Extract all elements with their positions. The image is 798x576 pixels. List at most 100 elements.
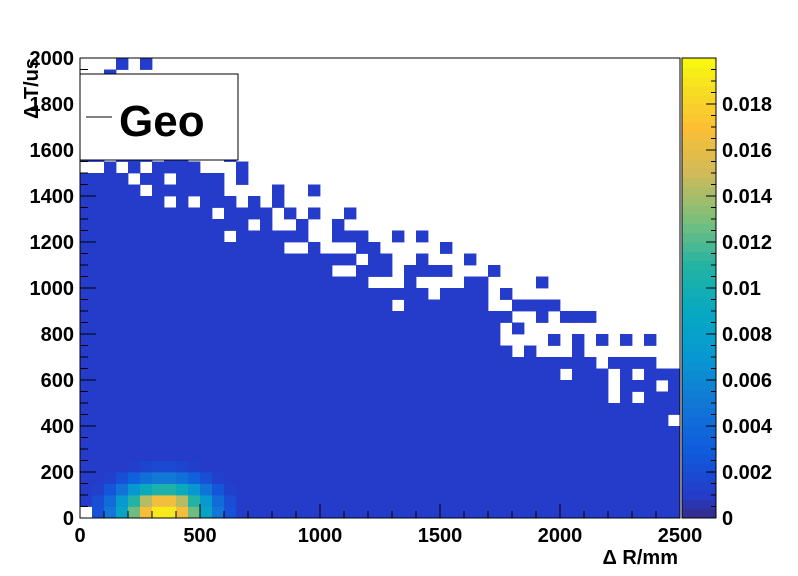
heatmap-cell [296,437,309,450]
heatmap-cell [248,414,261,427]
heatmap-cell [128,265,141,277]
heatmap-cell [116,276,129,289]
heatmap-cell [164,437,177,450]
heatmap-cell [320,288,333,300]
heatmap-cell [152,391,165,404]
heatmap-cell [188,242,201,254]
heatmap-cell [656,437,669,450]
heatmap-cell [584,483,597,496]
heatmap-cell [500,345,513,358]
palette-cell [682,352,716,363]
heatmap-cell [104,334,117,346]
heatmap-cell [212,322,225,335]
heatmap-cell [452,460,465,473]
heatmap-cell [392,426,405,438]
heatmap-cell [464,345,477,358]
heatmap-cell [92,230,105,243]
heatmap-cell [176,299,189,312]
heatmap-cell [152,414,165,427]
heatmap-cell [632,449,645,461]
heatmap-cell [80,483,93,496]
heatmap-cell [200,219,213,231]
heatmap-cell [236,276,249,289]
heatmap-cell [248,345,261,358]
heatmap-cell [356,265,369,277]
heatmap-cell [500,414,513,427]
heatmap-cell [416,334,429,346]
heatmap-cell [212,495,225,507]
heatmap-cell [224,334,237,346]
heatmap-cell [92,173,105,185]
heatmap-cell [440,437,453,450]
heatmap-cell [80,414,93,427]
heatmap-cell [236,403,249,415]
heatmap-cell [116,265,129,277]
heatmap-cell [164,334,177,346]
heatmap-cell [344,414,357,427]
heatmap-cell [164,495,177,507]
heatmap-cell [80,242,93,254]
heatmap-cell [536,472,549,484]
heatmap-cell [140,173,153,185]
heatmap-cell [224,506,237,519]
heatmap-cell [176,449,189,461]
heatmap-cell [140,460,153,473]
heatmap-cell [452,334,465,346]
heatmap-cell [476,426,489,438]
heatmap-cell [644,437,657,450]
heatmap-cell [188,368,201,381]
heatmap-cell [500,460,513,473]
heatmap-cell [212,334,225,346]
heatmap-cell [200,403,213,415]
heatmap-cell [152,506,165,519]
heatmap-cell [284,368,297,381]
heatmap-cell [440,426,453,438]
heatmap-cell [464,253,477,266]
heatmap-cell [116,368,129,381]
heatmap-cell [116,460,129,473]
heatmap-cell [464,414,477,427]
heatmap-cell [464,299,477,312]
heatmap-cell [476,403,489,415]
heatmap-cell [632,495,645,507]
heatmap-cell [500,380,513,392]
heatmap-cell [596,483,609,496]
heatmap-cell [392,472,405,484]
heatmap-cell [368,460,381,473]
heatmap-cell [332,334,345,346]
heatmap-cell [116,357,129,369]
heatmap-cell [620,426,633,438]
heatmap-cell [176,345,189,358]
heatmap-cell [440,449,453,461]
heatmap-cell [320,506,333,519]
heatmap-cell [392,345,405,358]
heatmap-cell [212,472,225,484]
heatmap-cell [236,414,249,427]
heatmap-cell [356,357,369,369]
heatmap-cell [608,426,621,438]
heatmap-cell [380,311,393,323]
heatmap-cell [560,460,573,473]
heatmap-cell [668,472,681,484]
heatmap-cell [260,230,273,243]
heatmap-cell [428,368,441,381]
heatmap-cell [272,196,285,208]
heatmap-cell [668,495,681,507]
heatmap-cell [236,472,249,484]
heatmap-cell [116,230,129,243]
heatmap-cell [344,483,357,496]
heatmap-cell [524,380,537,392]
heatmap-cell [380,403,393,415]
heatmap-cell [512,403,525,415]
heatmap-cell [212,253,225,266]
heatmap-cell [548,334,561,346]
heatmap-cell [380,437,393,450]
heatmap-cell [380,426,393,438]
heatmap-cell [140,414,153,427]
heatmap-cell [248,449,261,461]
heatmap-cell [116,495,129,507]
x-tick-label: 500 [183,525,216,547]
heatmap-cell [440,495,453,507]
heatmap-cell [536,380,549,392]
heatmap-cell [608,357,621,369]
